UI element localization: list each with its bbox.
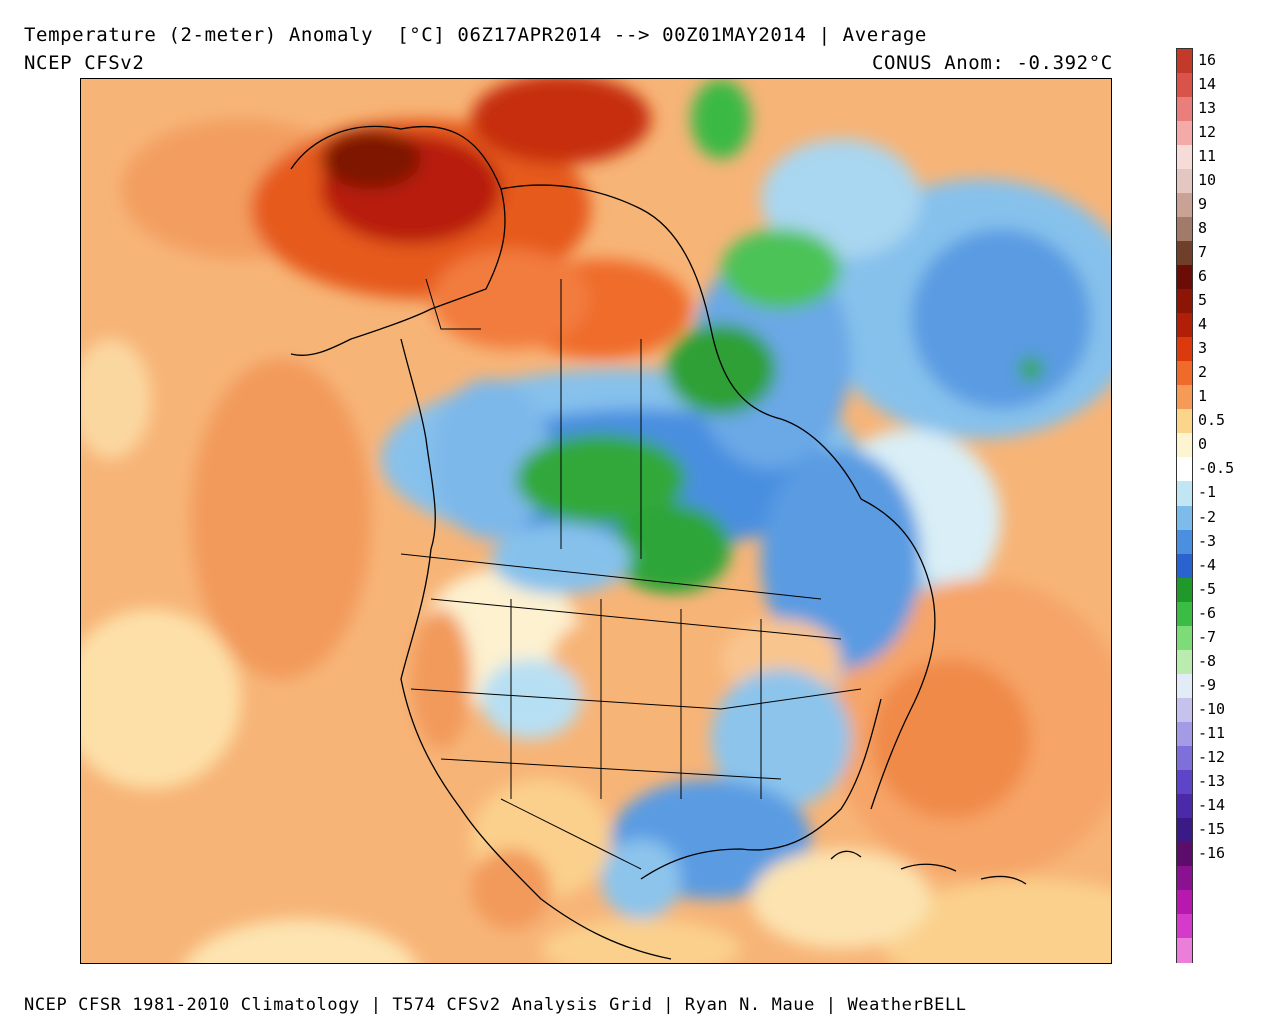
legend-label: -10 (1198, 699, 1226, 718)
legend-label: 0.5 (1198, 411, 1226, 430)
legend-label: -15 (1198, 819, 1226, 838)
anomaly-map (80, 78, 1112, 964)
legend-swatch (1177, 169, 1192, 195)
map-title: Temperature (2-meter) Anomaly [°C] 06Z17… (24, 24, 927, 46)
legend-swatch (1177, 289, 1192, 315)
legend-label: -1 (1198, 483, 1217, 502)
legend-swatch (1177, 433, 1192, 459)
legend-swatch (1177, 481, 1192, 507)
legend-swatch (1177, 361, 1192, 387)
legend-label: -13 (1198, 771, 1226, 790)
legend-swatch (1177, 217, 1192, 243)
conus-anomaly-value: CONUS Anom: -0.392°C (872, 52, 1113, 74)
legend-label: 9 (1198, 195, 1208, 214)
legend-label: 12 (1198, 123, 1217, 142)
legend-label: 2 (1198, 363, 1208, 382)
legend-swatch (1177, 121, 1192, 147)
legend-swatch (1177, 577, 1192, 603)
legend-swatch (1177, 865, 1192, 891)
color-scale-legend (1176, 48, 1193, 963)
legend-label: -16 (1198, 843, 1226, 862)
legend-label: 4 (1198, 315, 1208, 334)
legend-label: 10 (1198, 171, 1217, 190)
legend-label: -12 (1198, 747, 1226, 766)
legend-swatch (1177, 49, 1192, 74)
legend-label: -14 (1198, 795, 1226, 814)
legend-label: 14 (1198, 75, 1217, 94)
political-borders (400, 278, 862, 870)
legend-swatch (1177, 673, 1192, 699)
legend-swatch (1177, 337, 1192, 363)
legend-swatch (1177, 97, 1192, 123)
legend-swatch (1177, 841, 1192, 867)
legend-swatch (1177, 457, 1192, 483)
legend-swatch (1177, 313, 1192, 339)
legend-label: -6 (1198, 603, 1217, 622)
legend-swatch (1177, 193, 1192, 219)
legend-label: 1 (1198, 387, 1208, 406)
legend-label: -5 (1198, 579, 1217, 598)
legend-label: 8 (1198, 219, 1208, 238)
legend-label: -8 (1198, 651, 1217, 670)
legend-label: 5 (1198, 291, 1208, 310)
legend-label: 7 (1198, 243, 1208, 262)
legend-swatch (1177, 817, 1192, 843)
legend-swatch (1177, 145, 1192, 171)
legend-swatch (1177, 649, 1192, 675)
legend-label: 11 (1198, 147, 1217, 166)
legend-swatch (1177, 409, 1192, 435)
legend-swatch (1177, 505, 1192, 531)
legend-label: -11 (1198, 723, 1226, 742)
legend-swatch (1177, 769, 1192, 795)
legend-label: -3 (1198, 531, 1217, 550)
legend-swatch (1177, 889, 1192, 915)
model-name: NCEP CFSv2 (24, 52, 145, 74)
legend-swatch (1177, 745, 1192, 771)
legend-swatch (1177, 385, 1192, 411)
legend-swatch (1177, 625, 1192, 651)
legend-label: -9 (1198, 675, 1217, 694)
legend-label: -2 (1198, 507, 1217, 526)
legend-swatch (1177, 697, 1192, 723)
legend-swatch (1177, 529, 1192, 555)
legend-label: 13 (1198, 99, 1217, 118)
legend-label: 0 (1198, 435, 1208, 454)
legend-swatch (1177, 265, 1192, 291)
legend-label: 3 (1198, 339, 1208, 358)
legend-swatch (1177, 553, 1192, 579)
legend-label: -0.5 (1198, 459, 1235, 478)
legend-label: -4 (1198, 555, 1217, 574)
legend-swatch (1177, 721, 1192, 747)
anomaly-map-canvas (81, 79, 1111, 963)
legend-swatch (1177, 793, 1192, 819)
legend-swatch (1177, 241, 1192, 267)
legend-swatch (1177, 913, 1192, 939)
legend-swatch (1177, 73, 1192, 99)
legend-label: 6 (1198, 267, 1208, 286)
coastlines (290, 125, 1027, 960)
footer-credits: NCEP CFSR 1981-2010 Climatology | T574 C… (24, 995, 967, 1015)
legend-swatch (1177, 601, 1192, 627)
legend-label: -7 (1198, 627, 1217, 646)
legend-label: 16 (1198, 51, 1217, 69)
legend-swatch (1177, 937, 1192, 963)
